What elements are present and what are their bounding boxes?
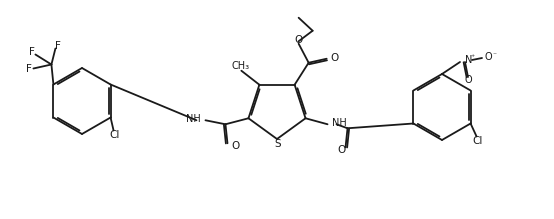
Text: O: O bbox=[485, 52, 493, 62]
Text: F: F bbox=[55, 41, 61, 51]
Text: O: O bbox=[337, 145, 346, 155]
Text: CH₃: CH₃ bbox=[232, 61, 249, 71]
Text: O: O bbox=[464, 75, 472, 85]
Text: F: F bbox=[29, 47, 35, 57]
Text: NH: NH bbox=[186, 114, 201, 124]
Text: Cl: Cl bbox=[473, 136, 483, 145]
Text: O: O bbox=[232, 141, 240, 151]
Text: ⁻: ⁻ bbox=[492, 51, 496, 60]
Text: F: F bbox=[27, 64, 32, 74]
Text: O: O bbox=[331, 53, 339, 63]
Text: N: N bbox=[465, 55, 473, 65]
Text: S: S bbox=[275, 139, 281, 149]
Text: ⁺: ⁺ bbox=[470, 53, 474, 62]
Text: Cl: Cl bbox=[109, 129, 120, 140]
Text: NH: NH bbox=[332, 118, 347, 129]
Text: O: O bbox=[294, 35, 302, 45]
